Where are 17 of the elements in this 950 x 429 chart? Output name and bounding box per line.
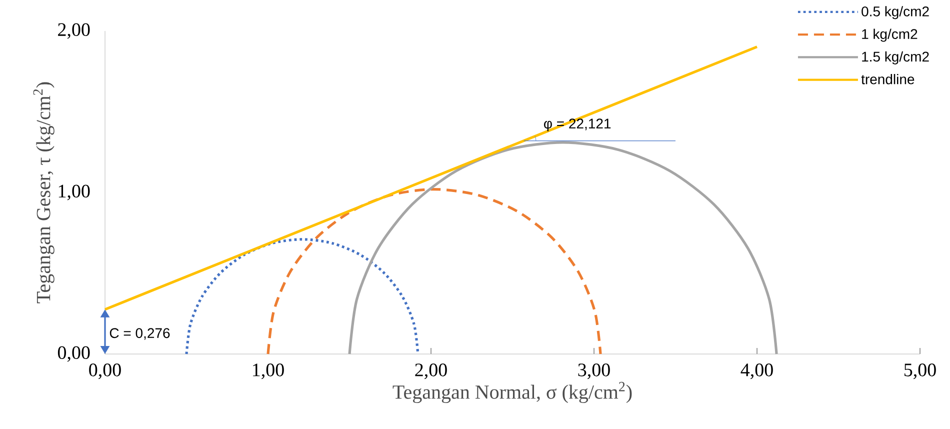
legend-label: 0.5 kg/cm2 — [862, 6, 929, 20]
x-tick-label: 2,00 — [415, 364, 447, 380]
y-axis-title: Tegangan Geser, τ (kg/cm$^{2}$) — [33, 82, 54, 304]
y-tick-label: 1,00 — [58, 184, 90, 200]
legend-label: trendline — [861, 74, 914, 84]
x-tick-label: 0,00 — [89, 364, 121, 380]
x-tick-label: 1,00 — [253, 364, 284, 380]
x-tick-label: 3,00 — [578, 364, 610, 380]
annotation: φ = 22,121 — [544, 118, 611, 132]
legend-label: 1.5 kg/cm2 — [862, 51, 929, 64]
annotation: C = 0,276 — [110, 328, 170, 340]
x-tick-label: 4,00 — [740, 364, 773, 380]
y-tick-label: 0,00 — [58, 346, 90, 362]
y-tick-label: 2,00 — [58, 23, 90, 39]
legend-label: 1 kg/cm2 — [862, 28, 918, 42]
x-axis-title: Tegangan Normal, σ (kg/cm$^{2}$) — [392, 382, 632, 403]
x-tick-label: 5,00 — [904, 364, 936, 380]
